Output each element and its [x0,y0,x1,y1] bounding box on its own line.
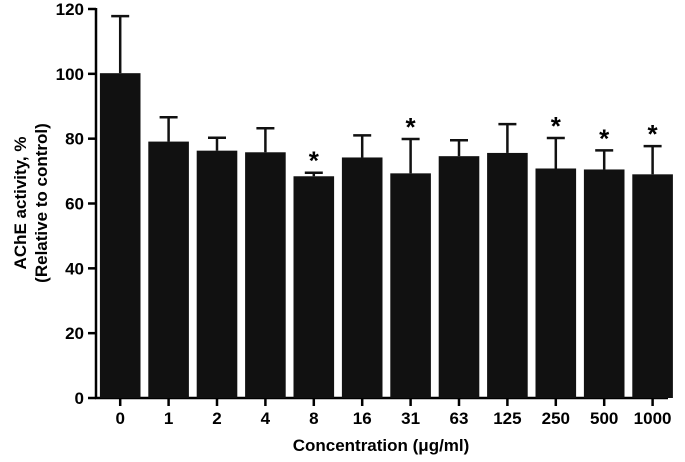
bar [293,176,335,398]
bar [99,73,141,398]
significance-star: * [551,111,562,141]
bar [196,150,238,398]
x-tick-label: 1000 [634,409,672,428]
significance-markers: * * * * * [309,111,659,176]
y-tick-label: 120 [56,0,84,19]
x-tick-label: 250 [542,409,570,428]
significance-star: * [648,119,659,149]
x-axis-title: Concentration (μg/ml) [293,436,470,455]
bar [583,169,625,398]
x-tick-label: 125 [493,409,521,428]
x-ticks: 0 1 2 4 8 16 31 63 125 250 500 1000 [115,398,672,428]
error-bars [111,14,662,177]
x-tick-label: 63 [450,409,469,428]
significance-star: * [599,123,610,153]
bar [390,173,431,398]
bar [148,141,189,398]
bars [99,73,673,398]
x-tick-label: 8 [309,409,318,428]
bar [438,156,480,398]
y-axis: 0 20 40 60 80 100 120 [56,0,98,408]
x-tick-label: 31 [401,409,420,428]
x-tick-label: 4 [261,409,271,428]
bar [487,152,528,398]
x-tick-label: 2 [212,409,221,428]
y-tick-label: 80 [65,130,84,149]
y-tick-label: 100 [56,65,84,84]
x-tick-label: 1 [164,409,173,428]
y-tick-label: 0 [75,389,84,408]
y-axis-title-line2: (Relative to control) [32,123,51,283]
significance-star: * [309,146,320,176]
y-axis-title-line1: AChE activity, % [11,137,30,270]
bar [341,157,383,398]
bar [535,168,577,398]
significance-star: * [406,112,417,142]
y-tick-label: 60 [65,195,84,214]
y-ticks: 0 20 40 60 80 100 120 [56,0,96,408]
bar [632,174,673,398]
x-tick-label: 0 [115,409,124,428]
bar [245,152,286,398]
y-tick-label: 40 [65,259,84,278]
x-tick-label: 16 [353,409,372,428]
x-tick-label: 500 [590,409,618,428]
y-tick-label: 20 [65,324,84,343]
x-axis: 0 1 2 4 8 16 31 63 125 250 500 1000 [95,396,672,428]
